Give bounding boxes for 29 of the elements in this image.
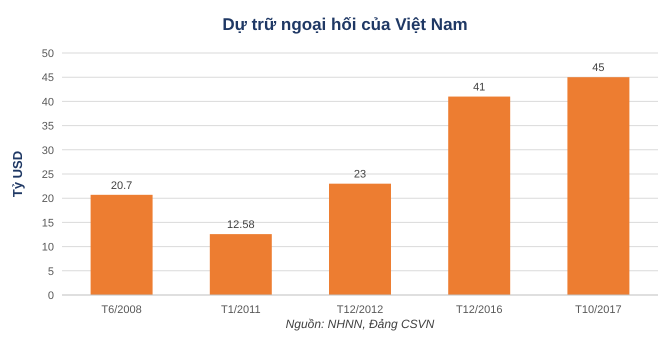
bar xyxy=(210,234,272,295)
y-axis-title: Tỷ USD xyxy=(10,150,25,198)
bar xyxy=(329,184,391,295)
x-tick-label: T6/2008 xyxy=(101,304,142,316)
y-tick-label: 20 xyxy=(42,193,54,206)
y-tick-label: 35 xyxy=(42,120,54,133)
x-tick-label: T1/2011 xyxy=(221,304,261,316)
bar xyxy=(448,96,510,295)
y-tick-label: 15 xyxy=(42,217,54,230)
y-tick-label: 50 xyxy=(42,48,54,60)
data-label: 23 xyxy=(354,168,366,181)
chart-title: Dự trữ ngoại hối của Việt Nam xyxy=(222,15,468,34)
y-tick-label: 10 xyxy=(42,242,54,254)
bar xyxy=(567,77,630,295)
x-tick-label: T10/2017 xyxy=(575,304,622,316)
x-tick-label: T12/2012 xyxy=(336,304,384,316)
data-label: 20.7 xyxy=(110,180,132,192)
data-label: 41 xyxy=(473,82,486,94)
y-tick-label: 40 xyxy=(42,96,54,108)
bar xyxy=(90,194,153,295)
text: Nguồn: NHNN, Đảng CSVN xyxy=(286,317,435,331)
y-tick-label: 5 xyxy=(48,266,54,278)
y-tick-label: 30 xyxy=(42,144,54,157)
x-tick-label: T12/2016 xyxy=(456,304,502,316)
y-tick-label: 25 xyxy=(42,169,54,181)
y-tick-label: 0 xyxy=(48,290,54,302)
data-label: 12.58 xyxy=(227,219,255,232)
data-label: 45 xyxy=(592,62,605,74)
y-tick-label: 45 xyxy=(42,72,54,84)
